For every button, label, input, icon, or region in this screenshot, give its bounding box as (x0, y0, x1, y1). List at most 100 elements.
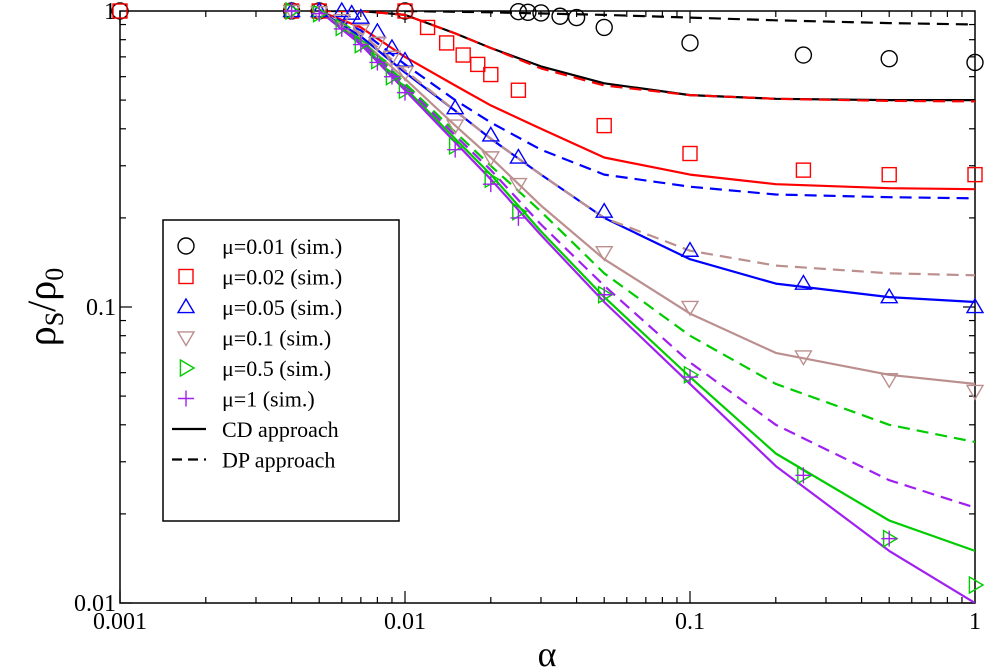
y-axis-title: ρS/ρ0 (19, 268, 69, 347)
x-tick-label: 1 (969, 609, 981, 635)
curve-cd (318, 11, 975, 304)
legend-label: CD approach (222, 417, 339, 442)
data-point-triangle-up (680, 241, 700, 257)
legend-marker-triangle-down (176, 331, 196, 347)
data-point-triangle-right (683, 365, 700, 385)
y-title-sub-s: S (40, 312, 69, 326)
data-point-circle (509, 2, 528, 21)
y-title-sub-0: 0 (40, 268, 69, 281)
data-point-triangle-up (382, 38, 402, 55)
legend-label: DP approach (222, 448, 335, 473)
legend-marker-plus (178, 390, 194, 407)
data-point-triangle-down (351, 24, 371, 40)
data-point-triangle-up (965, 297, 985, 314)
data-point-circle (681, 34, 699, 52)
data-point-triangle-up (445, 98, 465, 115)
data-point-triangle-down (794, 350, 813, 366)
legend-label: μ=0.1 (sim.) (222, 326, 331, 351)
data-point-triangle-down (382, 50, 402, 67)
data-point-square (397, 3, 413, 19)
data-point-triangle-up (342, 4, 361, 20)
data-point-plus (596, 286, 613, 303)
data-point-plus (510, 209, 527, 226)
data-point-plus (881, 530, 898, 547)
data-point-triangle-up (879, 287, 899, 304)
data-point-triangle-up (332, 1, 351, 18)
legend-marker-triangle-up (176, 297, 196, 314)
data-point-plus (482, 176, 499, 193)
y-tick-label: 0.01 (74, 591, 116, 617)
data-point-triangle-down (332, 14, 351, 30)
data-point-triangle-right (335, 18, 352, 37)
legend-marker-square (178, 268, 194, 285)
data-point-triangle-down (965, 384, 985, 401)
data-point-square (419, 19, 436, 36)
curve-dp (318, 11, 975, 277)
y-tick-label: 0.1 (86, 295, 116, 321)
curve-cd (318, 11, 975, 603)
data-point-circle (595, 18, 613, 37)
legend-box (162, 219, 400, 522)
legend-label: μ=0.01 (sim.) (222, 234, 342, 259)
data-point-triangle-up (794, 274, 813, 290)
x-tick-label: 0.001 (93, 609, 147, 635)
data-point-square (967, 166, 983, 183)
y-title-rho: ρ (19, 326, 64, 346)
data-point-square (596, 117, 612, 134)
data-point-triangle-up (509, 148, 528, 164)
data-point-triangle-right (512, 202, 528, 221)
data-point-triangle-up (481, 126, 501, 142)
y-title-slash: / (19, 300, 64, 312)
data-point-plus (369, 54, 386, 71)
x-tick-label: 0.1 (675, 609, 705, 635)
data-point-triangle-right (484, 170, 501, 189)
data-point-triangle-down (509, 177, 528, 194)
legend-label: μ=0.5 (sim.) (222, 356, 331, 381)
data-point-circle (567, 8, 586, 27)
x-tick-label: 0.01 (384, 609, 426, 635)
legend-marker-circle (177, 237, 195, 255)
data-point-plus (397, 84, 413, 101)
data-point-circle (396, 2, 414, 20)
data-point-triangle-down (879, 372, 899, 389)
curve-dp (404, 11, 975, 26)
data-point-circle (880, 50, 898, 68)
data-point-circle (794, 46, 813, 64)
legend-marker-triangle-right (179, 358, 196, 378)
data-point-square (483, 66, 499, 83)
curve-dp (318, 11, 975, 509)
data-point-plus (352, 36, 369, 53)
data-point-plus (383, 68, 400, 85)
legend-label: μ=0.05 (sim.) (222, 295, 342, 320)
data-point-triangle-right (371, 51, 387, 70)
data-point-plus (447, 141, 464, 158)
data-point-circle (519, 3, 537, 21)
x-axis-title: α (538, 634, 557, 671)
legend-label: μ=1 (sim.) (222, 387, 315, 412)
data-point-square (455, 47, 471, 63)
data-point-plus (795, 467, 812, 484)
curve-cd (318, 11, 975, 191)
data-point-square (795, 162, 812, 178)
data-point-square (510, 82, 527, 98)
data-point-square (682, 145, 698, 162)
data-point-circle (532, 4, 550, 22)
data-point-plus (311, 5, 328, 22)
curve-cd (318, 11, 975, 552)
data-point-triangle-down (445, 119, 465, 135)
data-point-triangle-down (395, 66, 415, 82)
data-point-triangle-down (368, 36, 387, 53)
data-point-plus (283, 3, 300, 19)
svg-text:ρS/ρ0: ρS/ρ0 (19, 268, 69, 347)
model-curves (318, 11, 975, 603)
data-point-square (112, 3, 128, 19)
data-point-triangle-right (968, 575, 985, 595)
data-point-triangle-up (351, 8, 371, 24)
data-point-triangle-right (398, 80, 415, 100)
legend-label: μ=0.02 (sim.) (222, 265, 342, 290)
data-point-circle (966, 53, 984, 72)
curve-cd (319, 11, 975, 102)
data-point-triangle-down (594, 246, 614, 262)
data-point-circle (111, 2, 129, 20)
